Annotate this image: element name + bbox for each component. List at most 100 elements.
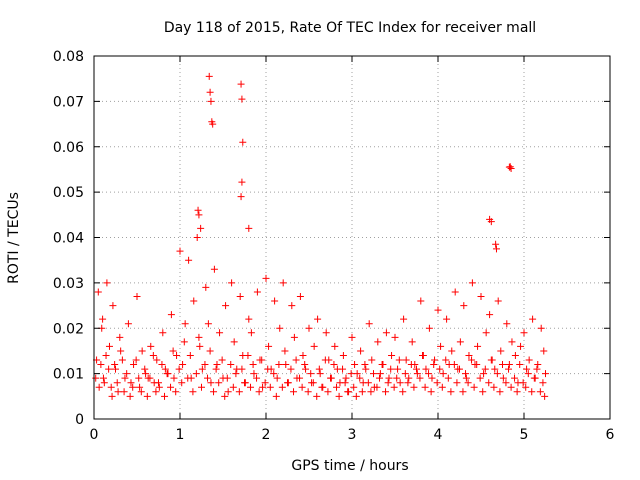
data-point: [299, 351, 307, 359]
data-point: [413, 370, 421, 378]
data-point: [201, 361, 209, 369]
data-point: [456, 338, 464, 346]
data-point: [302, 365, 310, 373]
data-point: [421, 383, 429, 391]
data-point: [530, 374, 538, 382]
data-point: [262, 274, 270, 282]
data-point: [185, 256, 193, 264]
data-point: [541, 392, 549, 400]
data-point: [118, 356, 126, 364]
data-point: [356, 374, 364, 382]
data-point: [172, 388, 180, 396]
data-point: [284, 379, 291, 387]
data-point: [270, 370, 278, 378]
data-point: [373, 383, 381, 391]
data-point: [198, 365, 206, 373]
y-tick-label: 0.08: [53, 49, 84, 65]
data-point: [384, 379, 392, 387]
data-point: [223, 374, 231, 382]
data-point: [367, 388, 375, 396]
data-point: [419, 351, 427, 359]
data-point: [395, 356, 403, 364]
data-point: [222, 302, 230, 310]
data-point: [394, 365, 402, 373]
data-point: [342, 374, 350, 382]
x-tick-label: 6: [606, 427, 615, 443]
data-point: [210, 265, 218, 273]
data-point: [196, 342, 204, 350]
data-point: [186, 351, 194, 359]
data-point: [492, 240, 500, 248]
data-point: [161, 365, 169, 373]
data-point: [427, 388, 435, 396]
data-point: [523, 365, 531, 373]
axis-ticks: 0 1 2 3 4 5 6 0 0.01 0.02 0.03 0.04 0.05 0.06 0.07 0.08: [53, 49, 615, 443]
data-point: [94, 288, 102, 296]
data-point: [278, 383, 286, 391]
data-point: [357, 347, 365, 355]
data-point: [507, 165, 515, 173]
y-tick-label: 0.04: [53, 231, 84, 247]
data-point: [218, 356, 226, 364]
data-point: [448, 347, 456, 355]
data-point: [407, 361, 415, 369]
grid-lines: [94, 56, 610, 419]
data-point: [232, 370, 240, 378]
data-point: [209, 120, 217, 128]
data-point: [206, 347, 214, 355]
data-point: [239, 138, 247, 146]
data-point: [271, 297, 279, 305]
data-point: [497, 347, 505, 355]
data-point: [442, 356, 450, 364]
data-point: [273, 374, 281, 382]
data-point: [230, 338, 238, 346]
data-point: [405, 374, 413, 382]
data-point: [480, 370, 488, 378]
data-point: [253, 374, 261, 382]
data-point: [105, 342, 113, 350]
data-point: [431, 356, 439, 364]
data-point: [120, 388, 128, 396]
data-point: [213, 361, 221, 369]
data-point: [487, 218, 495, 226]
data-point: [281, 347, 289, 355]
data-point: [425, 370, 433, 378]
data-point: [210, 388, 218, 396]
data-point: [370, 370, 377, 378]
data-point: [124, 320, 132, 328]
data-point: [235, 388, 243, 396]
data-point: [505, 365, 513, 373]
data-point: [417, 297, 425, 305]
data-point: [533, 365, 541, 373]
data-point: [493, 370, 501, 378]
data-point: [296, 292, 304, 300]
data-point: [430, 361, 438, 369]
data-point: [385, 374, 393, 382]
data-point: [99, 374, 107, 382]
data-point: [344, 388, 352, 396]
data-point: [416, 374, 424, 382]
data-point: [476, 374, 484, 382]
data-point: [362, 365, 370, 373]
data-point: [351, 361, 359, 369]
data-point: [482, 329, 490, 337]
data-point: [481, 365, 489, 373]
data-point: [477, 292, 485, 300]
data-point: [341, 379, 349, 387]
x-tick-label: 0: [90, 427, 99, 443]
data-point: [193, 234, 201, 241]
y-tick-label: 0.07: [53, 94, 84, 110]
data-point: [428, 374, 436, 382]
data-point: [238, 365, 246, 373]
data-point: [264, 365, 272, 373]
data-point: [305, 324, 313, 332]
data-point: [485, 379, 493, 387]
data-point: [331, 342, 339, 350]
data-point: [109, 302, 117, 310]
data-point: [111, 361, 119, 369]
data-point: [315, 365, 323, 373]
data-point: [434, 306, 442, 314]
data-point: [364, 379, 372, 387]
y-tick-label: 0: [75, 412, 84, 428]
data-point: [470, 383, 478, 391]
